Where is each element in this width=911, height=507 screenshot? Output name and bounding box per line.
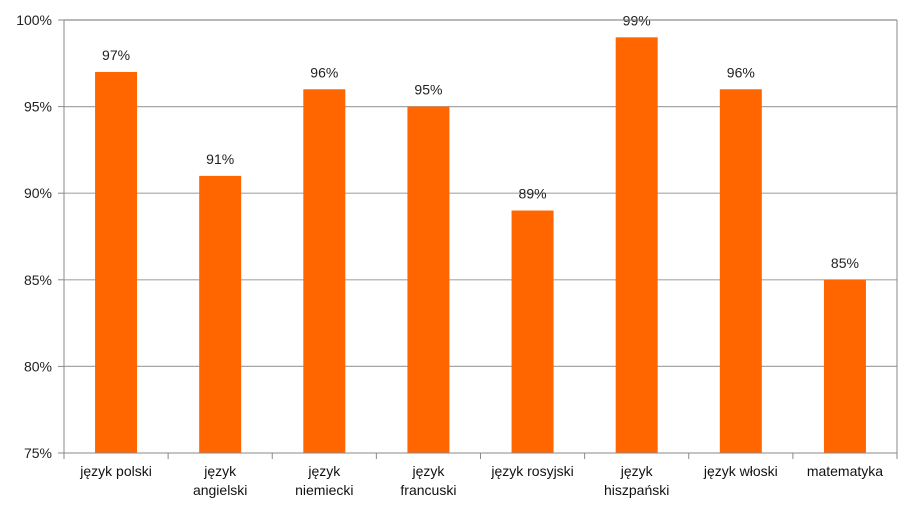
category-label: język (203, 463, 237, 479)
category-label: hiszpański (604, 482, 669, 498)
category-label: język rosyjski (490, 463, 573, 479)
y-tick-label: 80% (24, 358, 52, 374)
bar (407, 106, 450, 453)
data-label: 85% (831, 255, 859, 271)
category-label: język włoski (703, 463, 778, 479)
y-tick-label: 90% (24, 185, 52, 201)
category-labels: język polski język angielski język niemiecki… (79, 463, 883, 498)
category-label: francuski (400, 482, 456, 498)
bar (199, 175, 242, 453)
bar (719, 89, 762, 453)
y-axis-tick-labels: 75% 80% 85% 90% 95% 100% (16, 12, 52, 461)
data-label: 95% (414, 82, 442, 98)
bar (615, 37, 658, 453)
category-label: język (307, 463, 341, 479)
data-label: 97% (102, 47, 130, 63)
gridlines (64, 19, 897, 367)
category-label: język polski (79, 463, 152, 479)
data-label: 89% (519, 186, 547, 202)
y-tick-label: 95% (24, 99, 52, 115)
category-label: język (411, 463, 445, 479)
bar (303, 89, 346, 453)
data-label: 91% (206, 151, 234, 167)
bar (511, 210, 554, 453)
data-label: 96% (727, 64, 755, 80)
bar (823, 279, 866, 453)
y-tick-label: 85% (24, 272, 52, 288)
category-label: język (620, 463, 654, 479)
category-label: angielski (193, 482, 247, 498)
bars (95, 37, 866, 454)
data-label: 96% (310, 64, 338, 80)
y-tick-label: 100% (16, 12, 52, 28)
bar (95, 71, 138, 454)
axes (58, 19, 898, 459)
category-label: matematyka (807, 463, 883, 479)
category-label: niemiecki (295, 482, 353, 498)
y-tick-label: 75% (24, 445, 52, 461)
